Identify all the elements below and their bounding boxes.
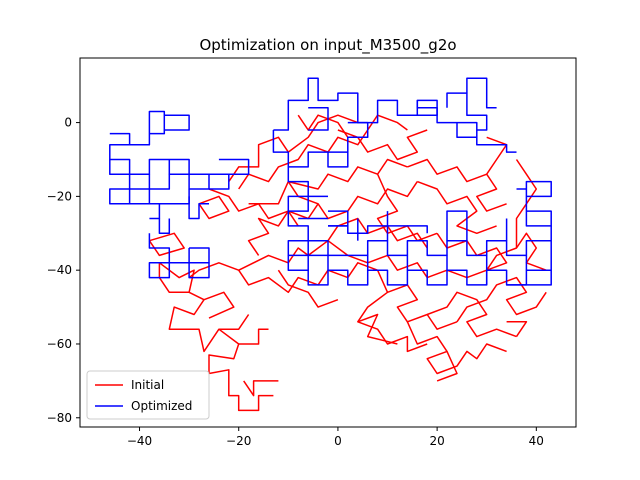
optimized-trajectory-line — [525, 180, 552, 227]
initial-trajectory-line — [417, 180, 497, 235]
x-tick-label: 20 — [429, 434, 444, 448]
initial-trajectory-line — [203, 291, 235, 319]
data-layer — [109, 77, 552, 412]
initial-trajectory-line — [506, 321, 528, 338]
optimized-trajectory-line — [164, 114, 190, 131]
initial-trajectory-line — [168, 291, 250, 353]
optimized-trajectory-line — [209, 173, 230, 190]
optimized-trajectory-line — [149, 173, 210, 190]
initial-trajectory-line — [426, 291, 517, 338]
initial-trajectory-line — [238, 328, 269, 345]
optimized-trajectory-line — [446, 92, 488, 131]
y-tick-label: 0 — [64, 116, 72, 130]
initial-trajectory-line — [466, 232, 547, 279]
initial-trajectory-line — [357, 291, 428, 353]
x-tick-label: 0 — [334, 434, 342, 448]
optimized-trajectory-line — [347, 121, 369, 153]
optimized-trajectory-line — [446, 210, 468, 241]
initial-trajectory-line — [436, 351, 458, 382]
series-initial — [148, 114, 547, 412]
y-tick-label: −40 — [47, 263, 72, 277]
optimized-trajectory-line — [119, 203, 161, 220]
initial-trajectory-line — [208, 328, 274, 412]
optimized-trajectory-line — [109, 110, 166, 146]
initial-trajectory-line — [406, 321, 507, 375]
optimized-trajectory-line — [308, 107, 329, 131]
initial-trajectory-line — [198, 195, 230, 220]
initial-trajectory-line — [337, 129, 428, 161]
y-tick-label: −60 — [47, 337, 72, 351]
legend-box — [86, 370, 210, 420]
axes-frame — [79, 57, 577, 428]
tick-layer: −40 −20 0 20 40 0 −20 −40 −60 −80 — [47, 116, 544, 448]
y-tick-label: −80 — [47, 411, 72, 425]
optimized-trajectory-line — [288, 254, 329, 271]
optimized-trajectory-line — [476, 137, 517, 153]
optimized-trajectory-line — [466, 77, 497, 109]
optimized-trajectory-line — [188, 196, 209, 220]
initial-trajectory-line — [277, 269, 339, 308]
legend-label-initial: Initial — [131, 378, 164, 392]
legend-label-optimized: Optimized — [131, 399, 192, 413]
optimized-trajectory-line — [328, 225, 428, 235]
optimized-trajectory-line — [189, 247, 210, 264]
optimized-trajectory-line — [148, 233, 210, 279]
initial-trajectory-line — [407, 158, 507, 212]
initial-trajectory-line — [486, 136, 508, 175]
optimized-trajectory-line — [109, 143, 190, 175]
initial-trajectory-line — [357, 313, 398, 345]
initial-trajectory-line — [247, 203, 319, 256]
legend: Initial Optimized — [86, 370, 210, 420]
optimized-trajectory-line — [158, 218, 171, 235]
initial-trajectory-line — [243, 380, 279, 397]
optimized-trajectory-line — [287, 166, 328, 212]
initial-trajectory-line — [248, 158, 408, 205]
optimized-trajectory-line — [272, 130, 349, 168]
initial-trajectory-line — [376, 269, 458, 330]
x-tick-label: 40 — [529, 434, 544, 448]
initial-trajectory-line — [208, 188, 299, 227]
optimized-trajectory-line — [218, 158, 250, 175]
initial-trajectory-line — [297, 114, 349, 138]
initial-trajectory-line — [148, 232, 185, 257]
y-tick-label: −20 — [47, 189, 72, 203]
optimized-trajectory-line — [416, 100, 478, 139]
x-tick-label: −20 — [226, 434, 251, 448]
series-optimized — [109, 77, 552, 286]
optimized-trajectory-line — [109, 159, 151, 205]
optimized-trajectory-line — [288, 239, 552, 257]
optimized-trajectory-line — [506, 225, 552, 286]
x-tick-label: −40 — [127, 434, 152, 448]
chart-title: Optimization on input_M3500_g2o — [199, 36, 456, 55]
optimized-trajectory-line — [148, 189, 190, 205]
initial-trajectory-line — [376, 173, 438, 242]
initial-trajectory-line — [188, 239, 349, 279]
